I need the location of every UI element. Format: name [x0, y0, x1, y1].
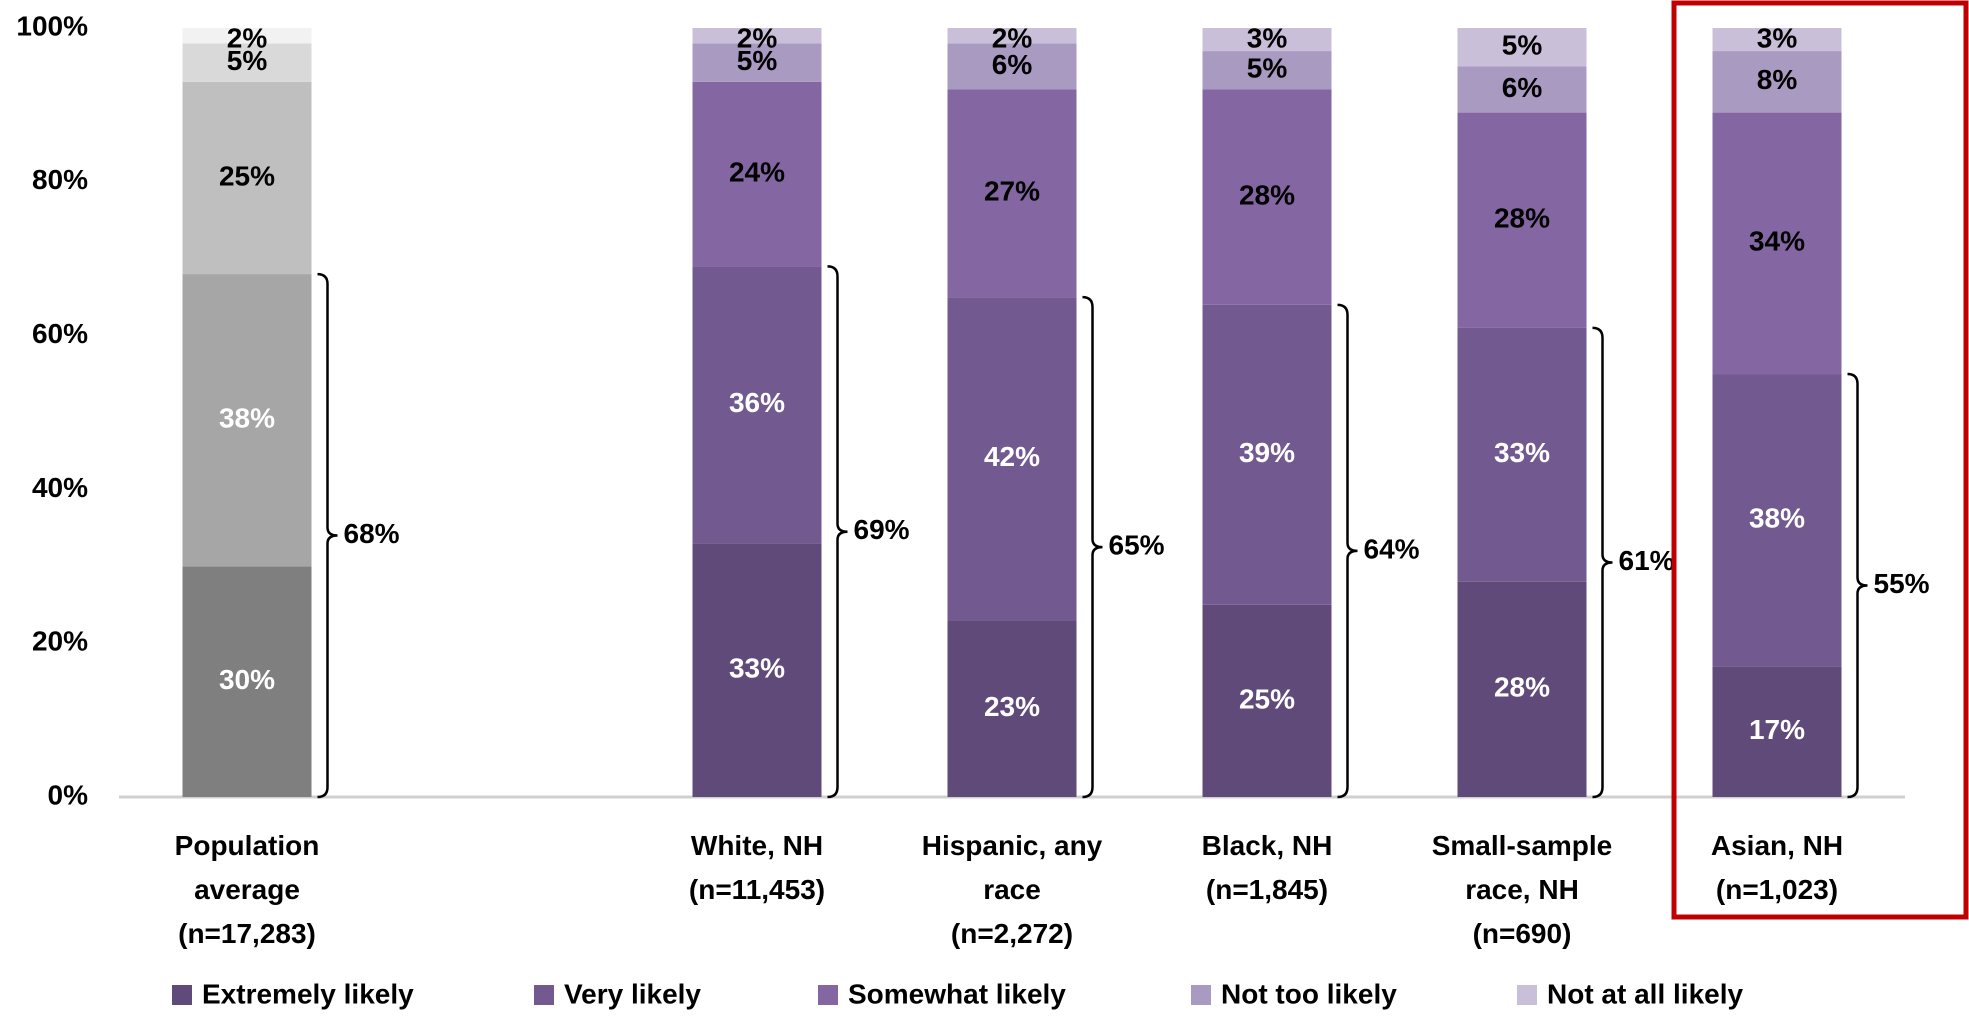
bar-segment	[182, 566, 312, 797]
bar-segment	[947, 43, 1077, 90]
bar-segment	[1457, 581, 1587, 797]
bar-segment	[1202, 28, 1332, 52]
bar-segment	[692, 81, 822, 267]
highlight-box	[1671, 0, 1969, 920]
data-label: 5%	[1502, 30, 1543, 61]
bar-segment	[692, 543, 822, 797]
bar-segment	[1712, 666, 1842, 797]
data-label: 39%	[1239, 437, 1295, 468]
data-label: 28%	[1239, 180, 1295, 211]
data-label: 34%	[1749, 226, 1805, 257]
data-label: 6%	[1502, 72, 1543, 103]
data-label: 2%	[227, 22, 268, 53]
bracket	[827, 265, 848, 799]
bar-segment	[1202, 51, 1332, 90]
y-tick-label: 20%	[32, 626, 88, 657]
bar-segment	[182, 43, 312, 82]
bar-segment	[692, 28, 822, 44]
legend-swatch	[1517, 985, 1537, 1005]
bar-segment	[182, 28, 312, 44]
data-label: 25%	[1239, 683, 1295, 714]
x-tick-label: Black, NH (n=1,845)	[1202, 830, 1333, 905]
bar-segment	[182, 81, 312, 275]
legend-swatch	[818, 985, 838, 1005]
legend-swatch	[534, 985, 554, 1005]
y-tick-label: 40%	[32, 472, 88, 503]
data-label: 38%	[1749, 503, 1805, 534]
x-tick-label: Asian, NH (n=1,023)	[1711, 830, 1843, 905]
bracket-label: 64%	[1364, 533, 1420, 564]
data-label: 3%	[1247, 22, 1288, 53]
bracket	[1847, 372, 1868, 799]
bracket	[1337, 303, 1358, 799]
data-label: 6%	[992, 49, 1033, 80]
legend-swatch	[172, 985, 192, 1005]
data-label: 33%	[729, 653, 785, 684]
y-tick-label: 100%	[16, 10, 88, 41]
data-label: 28%	[1494, 203, 1550, 234]
bracket-label: 68%	[344, 518, 400, 549]
x-tick-label: White, NH (n=11,453)	[689, 830, 825, 905]
legend-label: Not too likely	[1221, 978, 1397, 1009]
data-label: 24%	[729, 157, 785, 188]
bar-segment	[947, 620, 1077, 797]
bar-segment	[1712, 112, 1842, 375]
bar-segment	[182, 274, 312, 567]
bar-segment	[1202, 604, 1332, 797]
legend-label: Somewhat likely	[848, 978, 1066, 1009]
bar-segment	[947, 28, 1077, 44]
y-tick-label: 60%	[32, 318, 88, 349]
data-label: 2%	[992, 22, 1033, 53]
bracket-label: 65%	[1109, 529, 1165, 560]
data-label: 33%	[1494, 437, 1550, 468]
data-label: 5%	[227, 45, 268, 76]
bar-segment	[1457, 112, 1587, 328]
y-tick-label: 80%	[32, 164, 88, 195]
data-label: 5%	[737, 45, 778, 76]
x-tick-label: Population average (n=17,283)	[175, 830, 320, 949]
data-label: 36%	[729, 387, 785, 418]
data-label: 28%	[1494, 672, 1550, 703]
data-label: 23%	[984, 691, 1040, 722]
bracket-label: 69%	[854, 514, 910, 545]
data-label: 25%	[219, 160, 275, 191]
legend-label: Not at all likely	[1547, 978, 1743, 1009]
data-label: 2%	[737, 22, 778, 53]
bracket-label: 55%	[1874, 568, 1930, 599]
bar-segment	[1712, 51, 1842, 113]
bar-segment	[1457, 327, 1587, 582]
bracket	[317, 272, 338, 799]
x-tick-label: Hispanic, any race (n=2,272)	[922, 830, 1103, 949]
bar-segment	[1457, 66, 1587, 113]
data-label: 42%	[984, 441, 1040, 472]
data-label: 17%	[1749, 714, 1805, 745]
bar-segment	[692, 266, 822, 544]
legend-label: Very likely	[564, 978, 701, 1009]
bracket	[1592, 326, 1613, 799]
data-label: 3%	[1757, 22, 1798, 53]
bar-segment	[947, 297, 1077, 621]
legend-swatch	[1191, 985, 1211, 1005]
bracket-label: 61%	[1619, 545, 1675, 576]
bracket	[1082, 295, 1103, 799]
data-label: 5%	[1247, 53, 1288, 84]
bar-segment	[1202, 89, 1332, 305]
legend-label: Extremely likely	[202, 978, 414, 1009]
data-label: 8%	[1757, 64, 1798, 95]
bar-segment	[947, 89, 1077, 298]
x-tick-label: Small-sample race, NH (n=690)	[1432, 830, 1613, 949]
bar-segment	[1457, 28, 1587, 67]
bar-segment	[1202, 304, 1332, 605]
bar-segment	[692, 43, 822, 82]
data-label: 27%	[984, 176, 1040, 207]
data-label: 38%	[219, 403, 275, 434]
bar-segment	[1712, 374, 1842, 667]
data-label: 30%	[219, 664, 275, 695]
y-tick-label: 0%	[48, 779, 89, 810]
bar-segment	[1712, 28, 1842, 52]
